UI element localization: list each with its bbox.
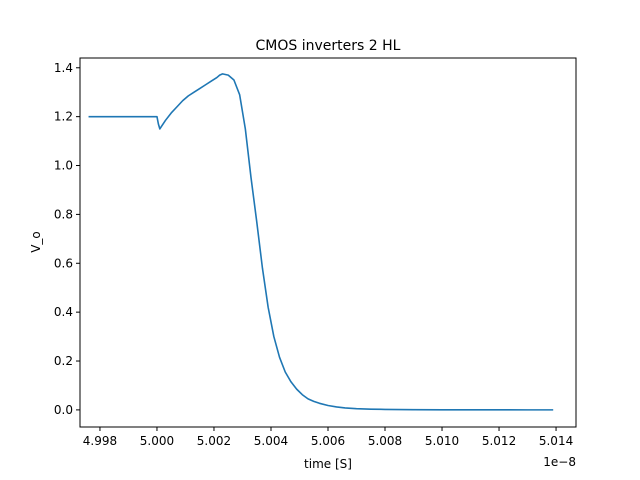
chart-title: CMOS inverters 2 HL — [256, 38, 401, 54]
x-tick-label: 4.998 — [83, 434, 117, 448]
y-axis-label: V_o — [29, 231, 43, 253]
x-axis: 4.998 5.000 5.002 5.004 5.006 5.008 5.010 5.012… — [83, 427, 573, 448]
y-tick-label: 0.4 — [54, 305, 73, 319]
x-axis-label: time [S] — [304, 457, 352, 471]
x-tick-label: 5.008 — [368, 434, 402, 448]
x-tick-label: 5.010 — [425, 434, 459, 448]
x-offset-label: 1e−8 — [543, 455, 576, 469]
y-tick-label: 0.6 — [54, 256, 73, 270]
y-tick-label: 1.2 — [54, 110, 73, 124]
x-tick-label: 5.004 — [254, 434, 288, 448]
y-axis: 0.0 0.2 0.4 0.6 0.8 1.0 1.2 1.4 — [54, 61, 80, 417]
x-tick-label: 5.000 — [140, 434, 174, 448]
x-tick-label: 5.006 — [311, 434, 345, 448]
y-tick-label: 0.2 — [54, 354, 73, 368]
series-layer — [88, 73, 554, 411]
x-tick-label: 5.014 — [539, 434, 573, 448]
x-tick-label: 5.012 — [482, 434, 516, 448]
plot-area — [80, 58, 576, 427]
y-tick-label: 0.8 — [54, 207, 73, 221]
y-tick-label: 1.4 — [54, 61, 73, 75]
x-tick-label: 5.002 — [197, 434, 231, 448]
series-line — [88, 73, 554, 411]
y-tick-label: 0.0 — [54, 403, 73, 417]
y-tick-label: 1.0 — [54, 159, 73, 173]
